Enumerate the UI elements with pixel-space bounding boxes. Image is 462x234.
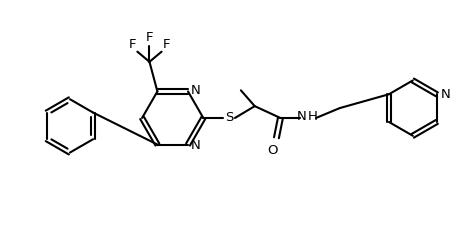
Text: N: N: [191, 139, 201, 152]
Text: N: N: [441, 88, 450, 101]
Text: F: F: [146, 31, 153, 44]
Text: S: S: [225, 111, 233, 124]
Text: F: F: [163, 38, 170, 51]
Text: H: H: [308, 110, 318, 124]
Text: O: O: [267, 144, 278, 157]
Text: F: F: [129, 38, 136, 51]
Text: N: N: [296, 110, 306, 124]
Text: N: N: [191, 84, 201, 97]
